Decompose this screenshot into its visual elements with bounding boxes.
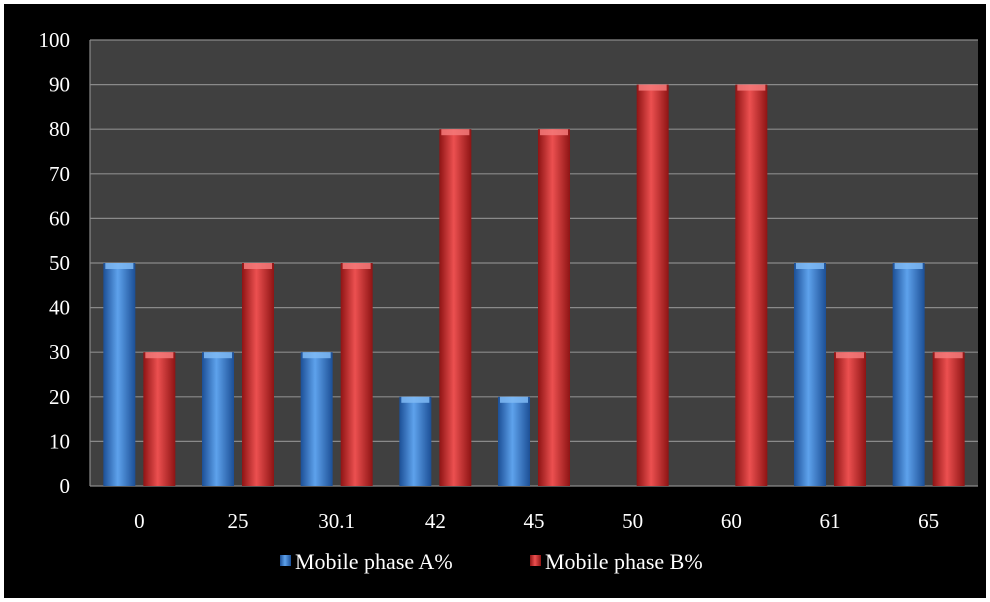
bar-cap (204, 352, 232, 359)
bar-cap (737, 84, 766, 91)
x-category-label: 65 (918, 509, 939, 533)
y-tick-label: 50 (49, 251, 70, 275)
y-tick-label: 60 (49, 206, 70, 230)
grid-lines (89, 39, 978, 487)
y-tick-label: 30 (49, 340, 70, 364)
legend-swatch-mobile-phase-b (530, 555, 541, 566)
bar-mobile-phase-a (300, 352, 333, 486)
bar-cap (441, 129, 470, 136)
x-category-label: 42 (425, 509, 446, 533)
bar-mobile-phase-b (932, 352, 965, 486)
bar-cap (105, 263, 134, 269)
bar-cap (796, 263, 824, 269)
y-tick-label: 0 (60, 474, 71, 498)
legend-swatch-mobile-phase-a (280, 555, 291, 566)
x-category-label: 0 (134, 509, 145, 533)
bar-cap (500, 396, 528, 403)
x-category-label: 61 (820, 509, 841, 533)
chart-frame: 0 10 20 30 40 50 60 70 80 90 100 0 25 30.1 42 45 50 60 61… (4, 4, 986, 598)
bar-cap (342, 263, 371, 269)
bar-mobile-phase-a (892, 263, 925, 486)
bar-cap (401, 396, 430, 403)
x-category-label: 45 (524, 509, 545, 533)
x-category-label: 50 (622, 509, 643, 533)
bar-mobile-phase-b (735, 84, 768, 486)
bar-cap (894, 263, 923, 269)
bar-mobile-phase-b (538, 129, 570, 486)
bar-mobile-phase-a (202, 352, 234, 486)
y-tick-label: 80 (49, 117, 70, 141)
y-tick-label: 70 (49, 162, 70, 186)
bar-cap (540, 129, 568, 136)
bar-mobile-phase-b (143, 352, 176, 486)
x-category-label: 60 (721, 509, 742, 533)
bar-mobile-phase-b (340, 263, 373, 486)
bar-cap (638, 84, 667, 91)
bar-mobile-phase-a (498, 396, 530, 486)
bar-chart: 0 10 20 30 40 50 60 70 80 90 100 0 25 30.1 42 45 50 60 61… (39, 28, 978, 574)
bar-mobile-phase-b (636, 84, 669, 486)
y-tick-label: 10 (49, 429, 70, 453)
x-category-label: 30.1 (318, 509, 355, 533)
x-axis-categories: 0 25 30.1 42 45 50 60 61 65 (134, 509, 939, 533)
y-axis-ticks: 0 10 20 30 40 50 60 70 80 90 100 (39, 28, 71, 498)
bar-cap (145, 352, 174, 359)
y-tick-label: 100 (39, 28, 71, 52)
bar-cap (836, 352, 864, 359)
bar-cap (934, 352, 963, 359)
bar-mobile-phase-a (794, 263, 826, 486)
bar-mobile-phase-a (103, 263, 136, 486)
legend: Mobile phase A% Mobile phase B% (280, 549, 703, 574)
y-tick-label: 40 (49, 296, 70, 320)
legend-label-mobile-phase-b: Mobile phase B% (545, 549, 703, 574)
bar-mobile-phase-b (439, 129, 472, 486)
bar-cap (244, 263, 272, 269)
y-tick-label: 90 (49, 73, 70, 97)
x-category-label: 25 (228, 509, 249, 533)
legend-label-mobile-phase-a: Mobile phase A% (295, 549, 453, 574)
y-tick-label: 20 (49, 385, 70, 409)
bars (103, 84, 965, 486)
bar-mobile-phase-b (834, 352, 866, 486)
bar-mobile-phase-b (242, 263, 274, 486)
bar-mobile-phase-a (399, 396, 432, 486)
bar-cap (302, 352, 331, 359)
